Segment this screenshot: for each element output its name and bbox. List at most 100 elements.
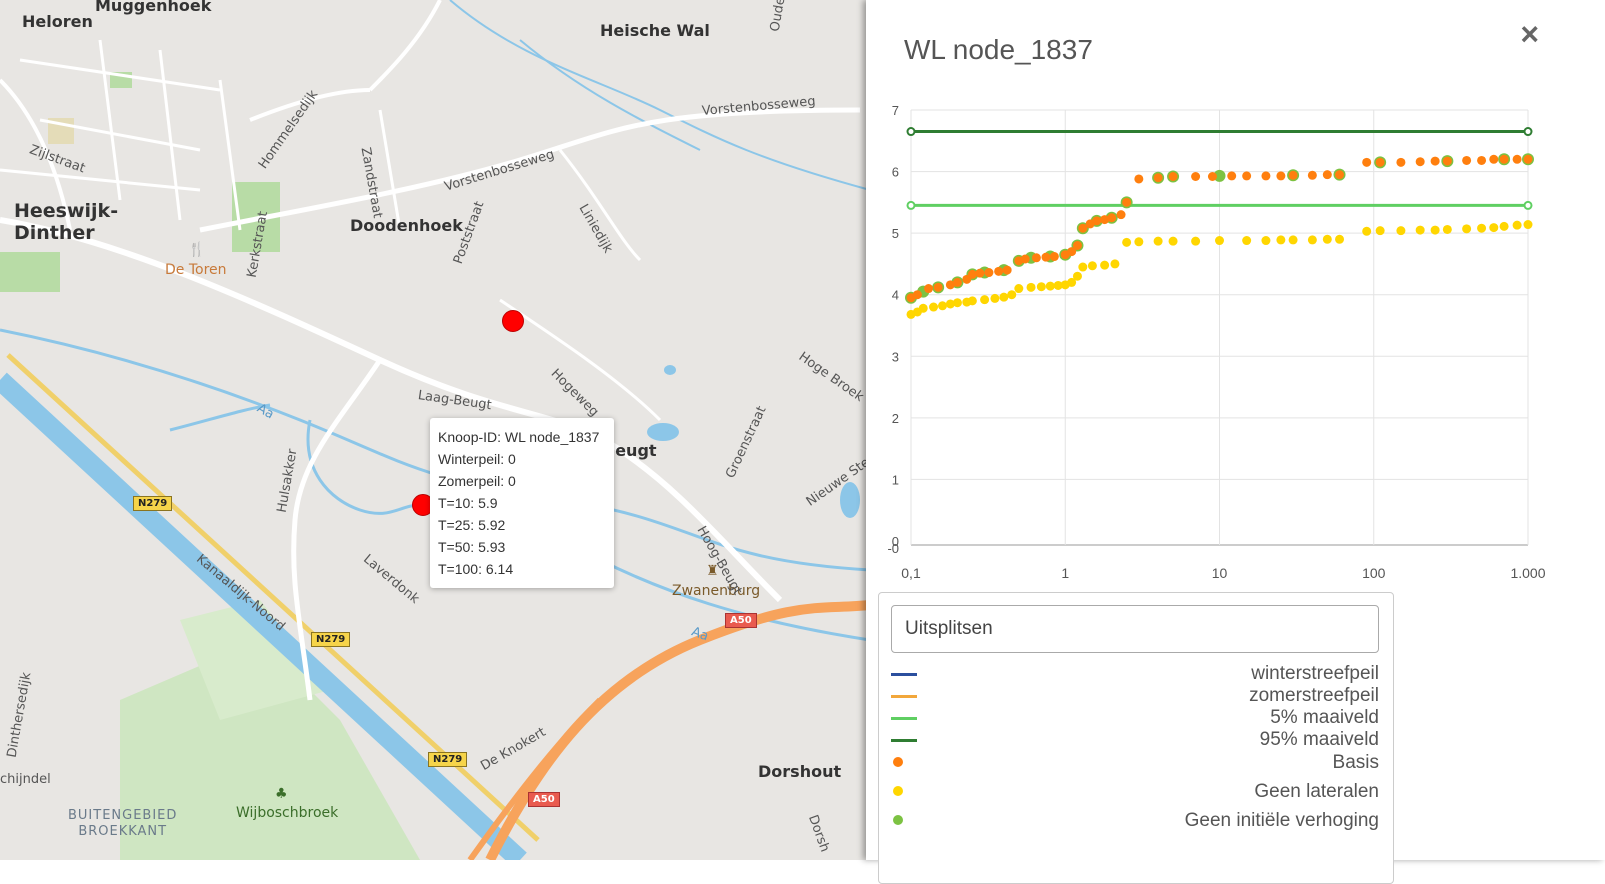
y-tick-label: -0: [887, 541, 899, 556]
data-point-geen-lateralen: [1523, 220, 1533, 230]
data-point-geen-lateralen: [1078, 262, 1088, 272]
place-zwanenburg: Zwanenburg: [672, 583, 761, 599]
series-line-endpoint: [1523, 200, 1533, 210]
data-point-basis: [1227, 171, 1237, 181]
data-point-basis: [1512, 154, 1522, 164]
x-tick-label: 1: [1061, 565, 1069, 581]
panel-title: WL node_1837: [904, 34, 1093, 65]
place-heloren: Heloren: [22, 12, 93, 31]
legend-item-5pct-maaiveld[interactable]: 5% maaiveld: [891, 707, 1379, 729]
data-point-geen-lateralen: [1087, 261, 1097, 271]
tooltip-t100: T=100: 6.14: [438, 561, 514, 577]
place-wijboschbroek: Wijboschbroek: [236, 805, 339, 821]
data-point-basis: [1362, 157, 1372, 167]
series-line-endpoint: [906, 200, 916, 210]
data-point-geen-lateralen: [952, 298, 962, 308]
data-point-basis: [975, 268, 985, 278]
data-point-basis: [1207, 171, 1217, 181]
road-shield-a50-2: A50: [528, 792, 560, 807]
legend-item-winterstreefpeil[interactable]: winterstreefpeil: [891, 663, 1379, 685]
close-icon[interactable]: ×: [1520, 16, 1539, 52]
x-tick-label: 0,1: [901, 565, 921, 581]
y-tick-label: 4: [892, 288, 899, 303]
data-point-geen-lateralen: [1072, 271, 1082, 281]
y-tick-label: 7: [892, 103, 899, 118]
data-point-geen-lateralen: [1512, 220, 1522, 230]
data-point-basis: [1288, 170, 1298, 180]
data-point-geen-lateralen: [1396, 226, 1406, 236]
data-point-basis: [1072, 240, 1082, 250]
data-point-basis: [1031, 253, 1041, 263]
data-point-geen-lateralen: [1261, 236, 1271, 246]
series-line-endpoint: [1523, 127, 1533, 137]
data-point-geen-lateralen: [1134, 237, 1144, 247]
node-marker[interactable]: [502, 310, 524, 332]
data-point-basis: [1153, 173, 1163, 183]
data-point-geen-lateralen: [1122, 237, 1132, 247]
data-point-basis: [1242, 171, 1252, 181]
series-line-endpoint: [906, 127, 916, 137]
data-point-basis: [1307, 170, 1317, 180]
data-point-basis: [1191, 171, 1201, 181]
data-point-geen-lateralen: [990, 293, 1000, 303]
data-point-basis: [1335, 170, 1345, 180]
legend-swatch: [891, 673, 917, 676]
data-point-geen-lateralen: [929, 302, 939, 312]
legend-swatch: [891, 695, 917, 698]
data-point-basis: [1322, 170, 1332, 180]
data-point-geen-lateralen: [1307, 235, 1317, 245]
data-point-geen-lateralen: [1067, 277, 1077, 287]
tooltip-zomerpeil: Zomerpeil: 0: [438, 473, 516, 489]
data-point-basis: [1276, 171, 1286, 181]
map-view[interactable]: Heloren Muggenhoek Heische Wal Heeswijk-…: [0, 0, 888, 860]
data-point-basis: [1477, 155, 1487, 165]
y-tick-label: 6: [892, 165, 899, 180]
legend-label: winterstreefpeil: [1251, 663, 1379, 684]
data-point-geen-lateralen: [918, 303, 928, 313]
legend-item-geen-initiele-verhoging[interactable]: Geen initiële verhoging: [891, 810, 1379, 832]
data-point-basis: [984, 268, 994, 278]
data-point-geen-lateralen: [1026, 282, 1036, 292]
castle-icon: ♜: [706, 563, 719, 579]
chart-series: [905, 127, 1534, 319]
legend-item-basis[interactable]: Basis: [891, 752, 1379, 774]
data-point-geen-lateralen: [1415, 225, 1425, 235]
legend-label: 95% maaiveld: [1259, 729, 1379, 750]
legend-item-geen-lateralen[interactable]: Geen lateralen: [891, 781, 1379, 803]
data-point-geen-lateralen: [1442, 224, 1452, 234]
road-shield-n279-2: N279: [311, 632, 351, 647]
place-dorshout: Dorshout: [758, 762, 842, 781]
data-point-basis: [1116, 210, 1126, 220]
data-point-basis: [1375, 157, 1385, 167]
y-tick-label: 5: [892, 226, 899, 241]
legend-item-95pct-maaiveld[interactable]: 95% maaiveld: [891, 729, 1379, 751]
data-point-geen-lateralen: [1014, 284, 1024, 294]
data-point-basis: [1049, 252, 1059, 262]
data-point-geen-lateralen: [1430, 225, 1440, 235]
data-point-basis: [1442, 156, 1452, 166]
y-tick-label: 1: [892, 472, 899, 487]
place-buitengebied-broekkant: BUITENGEBIED BROEKKANT: [68, 808, 178, 839]
split-input[interactable]: [891, 605, 1379, 653]
legend-item-zomerstreefpeil[interactable]: zomerstreefpeil: [891, 685, 1379, 707]
detail-panel: WL node_1837 × -0 0 1 2 3 4 5 6 7 0,1 1 10 100 1.000 …: [866, 0, 1605, 884]
data-point-basis: [1134, 174, 1144, 184]
y-tick-label: 2: [892, 411, 899, 426]
data-point-geen-lateralen: [1499, 221, 1509, 231]
data-point-basis: [1092, 216, 1102, 226]
data-point-geen-lateralen: [1276, 235, 1286, 245]
road-shield-n279-3: N279: [428, 752, 468, 767]
tooltip-t50: T=50: 5.93: [438, 539, 506, 555]
data-point-geen-lateralen: [999, 292, 1009, 302]
tooltip-node-id: Knoop-ID: WL node_1837: [438, 429, 600, 445]
data-point-geen-lateralen: [1110, 259, 1120, 269]
tooltip-t25: T=25: 5.92: [438, 517, 506, 533]
data-point-basis: [933, 282, 943, 292]
data-point-basis: [1261, 171, 1271, 181]
data-point-geen-lateralen: [937, 301, 947, 311]
road-shield-a50-1: A50: [725, 613, 757, 628]
data-point-geen-lateralen: [1489, 223, 1499, 233]
data-point-basis: [1067, 247, 1077, 257]
data-point-basis: [1020, 254, 1030, 264]
data-point-geen-lateralen: [1036, 282, 1046, 292]
